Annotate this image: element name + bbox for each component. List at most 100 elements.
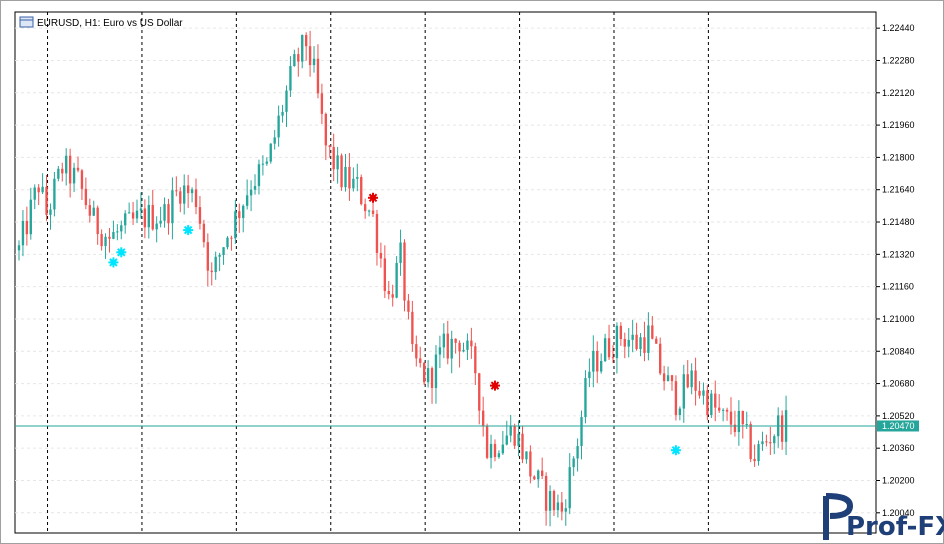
price-tick-label: 1.21160 — [882, 282, 914, 292]
candle-body — [533, 476, 536, 480]
candle-body — [702, 390, 705, 396]
candle-body — [568, 467, 571, 509]
candle-body — [328, 145, 331, 147]
candle-body — [517, 433, 520, 446]
candle-body — [257, 164, 261, 187]
candle-body — [769, 442, 772, 444]
candle-body — [564, 508, 567, 512]
candle-body — [214, 256, 217, 273]
candle-body — [450, 338, 453, 359]
candle-body — [127, 212, 131, 214]
candle-body — [253, 186, 257, 190]
candle-body — [285, 90, 288, 112]
candle-body — [45, 186, 48, 215]
candle-body — [360, 177, 363, 205]
sell-signal-marker-core — [491, 382, 498, 389]
candle-body — [419, 358, 422, 363]
candle-body — [124, 213, 127, 226]
candle-body — [210, 270, 213, 273]
candle-body — [694, 370, 697, 391]
candle-body — [714, 393, 717, 408]
candle-body — [238, 211, 241, 218]
candle-body — [186, 185, 190, 194]
price-axis: 1.22440 1.22280 1.22120 1.21960 1.21800 1.216… — [876, 23, 915, 518]
chart-title: EURUSD, H1: Euro vs US Dollar — [19, 16, 183, 29]
candle-body — [576, 446, 579, 459]
candle-body — [25, 220, 29, 235]
price-tick-label: 1.21480 — [882, 217, 915, 227]
candle-body — [61, 168, 64, 174]
candle-body — [733, 424, 737, 433]
candle-body — [57, 168, 60, 179]
candle-body — [96, 207, 99, 235]
candle-body — [155, 223, 158, 230]
session-separators — [47, 12, 709, 533]
plot-area-border — [14, 11, 877, 534]
candle-body — [548, 491, 552, 511]
candle-body — [647, 325, 650, 353]
candle-body — [175, 190, 178, 192]
candle-body — [88, 205, 91, 216]
candle-body — [395, 262, 398, 298]
candle-body — [454, 338, 457, 343]
candle-body — [371, 210, 375, 214]
current-price-badge: 1.20470 — [877, 420, 919, 432]
candle-body — [206, 242, 209, 271]
candle-body — [651, 325, 654, 339]
candle-body — [505, 435, 508, 445]
candle-body — [765, 441, 768, 443]
candle-body — [422, 362, 426, 383]
candle-body — [367, 210, 371, 212]
candle-body — [478, 373, 481, 411]
candle-body — [761, 441, 764, 445]
candle-body — [438, 347, 442, 355]
chart-title-text: EURUSD, H1: Euro vs US Dollar — [37, 18, 183, 29]
candle-body — [226, 237, 229, 248]
candle-body — [301, 34, 304, 62]
candle-body — [686, 374, 689, 388]
candle-body — [572, 458, 575, 468]
candles-layer — [17, 30, 788, 527]
candle-body — [171, 190, 174, 224]
candle-body — [269, 143, 272, 162]
buy-signal-marker-core — [118, 249, 125, 256]
candle-body — [281, 111, 284, 116]
price-tick-label: 1.20200 — [882, 475, 915, 485]
candle-body — [690, 370, 693, 388]
candle-body — [65, 155, 68, 174]
price-tick-label: 1.22120 — [882, 88, 915, 98]
buy-signal-marker — [670, 445, 681, 456]
chart-window-icon — [19, 16, 34, 28]
candle-body — [332, 146, 335, 170]
candle-body — [521, 433, 524, 460]
candle-body — [596, 350, 599, 372]
candle-body — [706, 390, 709, 416]
candle-body — [718, 407, 721, 411]
price-tick-label: 1.20520 — [882, 411, 915, 421]
candle-body — [324, 113, 328, 146]
current-price-badge-bg — [877, 420, 919, 432]
candle-body — [434, 354, 438, 388]
candle-body — [666, 375, 670, 382]
candle-body — [481, 410, 485, 427]
candle-body — [615, 325, 619, 359]
candle-body — [234, 211, 237, 239]
candle-body — [190, 189, 194, 194]
buy-signal-marker-core — [185, 227, 192, 234]
candle-body — [202, 223, 206, 243]
candle-body — [674, 381, 678, 416]
candle-body — [725, 409, 729, 412]
candle-body — [391, 294, 394, 298]
candle-body — [442, 333, 446, 348]
candle-body — [466, 340, 469, 350]
candle-body — [580, 417, 583, 447]
candle-body — [682, 374, 685, 409]
candle-body — [183, 185, 186, 204]
candle-body — [698, 390, 701, 396]
candle-body — [316, 58, 320, 94]
candle-body — [757, 444, 760, 462]
buy-signal-marker — [183, 225, 194, 236]
candle-body — [721, 409, 725, 411]
candle-body — [120, 225, 123, 232]
